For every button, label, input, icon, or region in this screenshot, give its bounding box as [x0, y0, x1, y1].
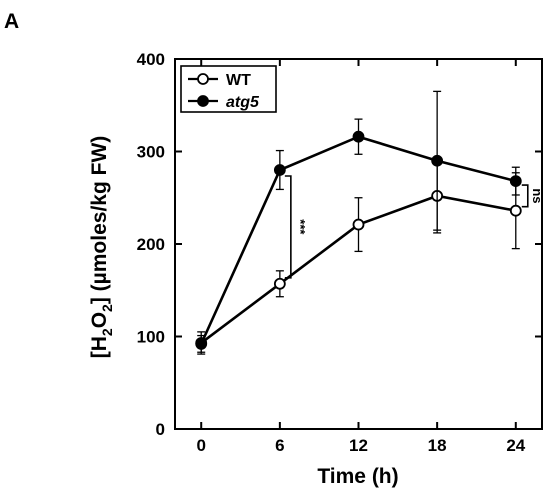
- data-point: [195, 337, 208, 350]
- data-point: [273, 277, 286, 290]
- x-tick-label: 24: [506, 436, 525, 455]
- legend-label-atg5: atg5: [226, 94, 260, 111]
- y-title-sub-1: 2: [99, 328, 115, 336]
- legend-box: [180, 65, 277, 113]
- svg-text:[H2O2] (µmoles/kg FW): [H2O2] (µmoles/kg FW): [88, 136, 115, 359]
- x-tick-label: 18: [428, 436, 447, 455]
- x-tick-label: 12: [349, 436, 368, 455]
- y-title-part-1: [H: [88, 336, 111, 358]
- y-tick-label: 300: [137, 143, 165, 162]
- data-point: [352, 218, 365, 231]
- legend-label-wt: WT: [226, 72, 251, 89]
- y-tick-label: 200: [137, 235, 165, 254]
- x-tick-label: 6: [275, 436, 284, 455]
- significance-bracket: ns: [521, 184, 545, 208]
- series-atg5: [195, 90, 522, 353]
- significance-label: ns: [530, 188, 545, 203]
- significance-bracket: ***: [284, 175, 308, 279]
- series-WT: [195, 158, 522, 355]
- data-point: [352, 130, 365, 143]
- panel-label: A: [4, 10, 19, 33]
- legend: WT atg5: [180, 65, 277, 113]
- y-title-part-2: O: [88, 312, 111, 328]
- x-axis-title: Time (h): [317, 465, 398, 488]
- bracket-line: [284, 175, 292, 279]
- bracket-line: [521, 184, 529, 208]
- data-point: [509, 175, 522, 188]
- data-point: [273, 164, 286, 176]
- y-title-sub-2: 2: [99, 304, 115, 312]
- y-title-part-3: ] (µmoles/kg FW): [88, 136, 111, 304]
- significance-label: ***: [293, 219, 308, 235]
- y-tick-label: 0: [156, 420, 165, 439]
- legend-marker-wt: [197, 73, 209, 85]
- y-tick-label: 400: [137, 50, 165, 69]
- legend-marker-atg5: [197, 95, 209, 107]
- y-axis-title: [H2O2] (µmoles/kg FW): [88, 136, 115, 359]
- data-point: [509, 204, 522, 217]
- data-point: [431, 154, 444, 167]
- y-tick-label: 100: [137, 328, 165, 347]
- x-tick-label: 0: [196, 436, 205, 455]
